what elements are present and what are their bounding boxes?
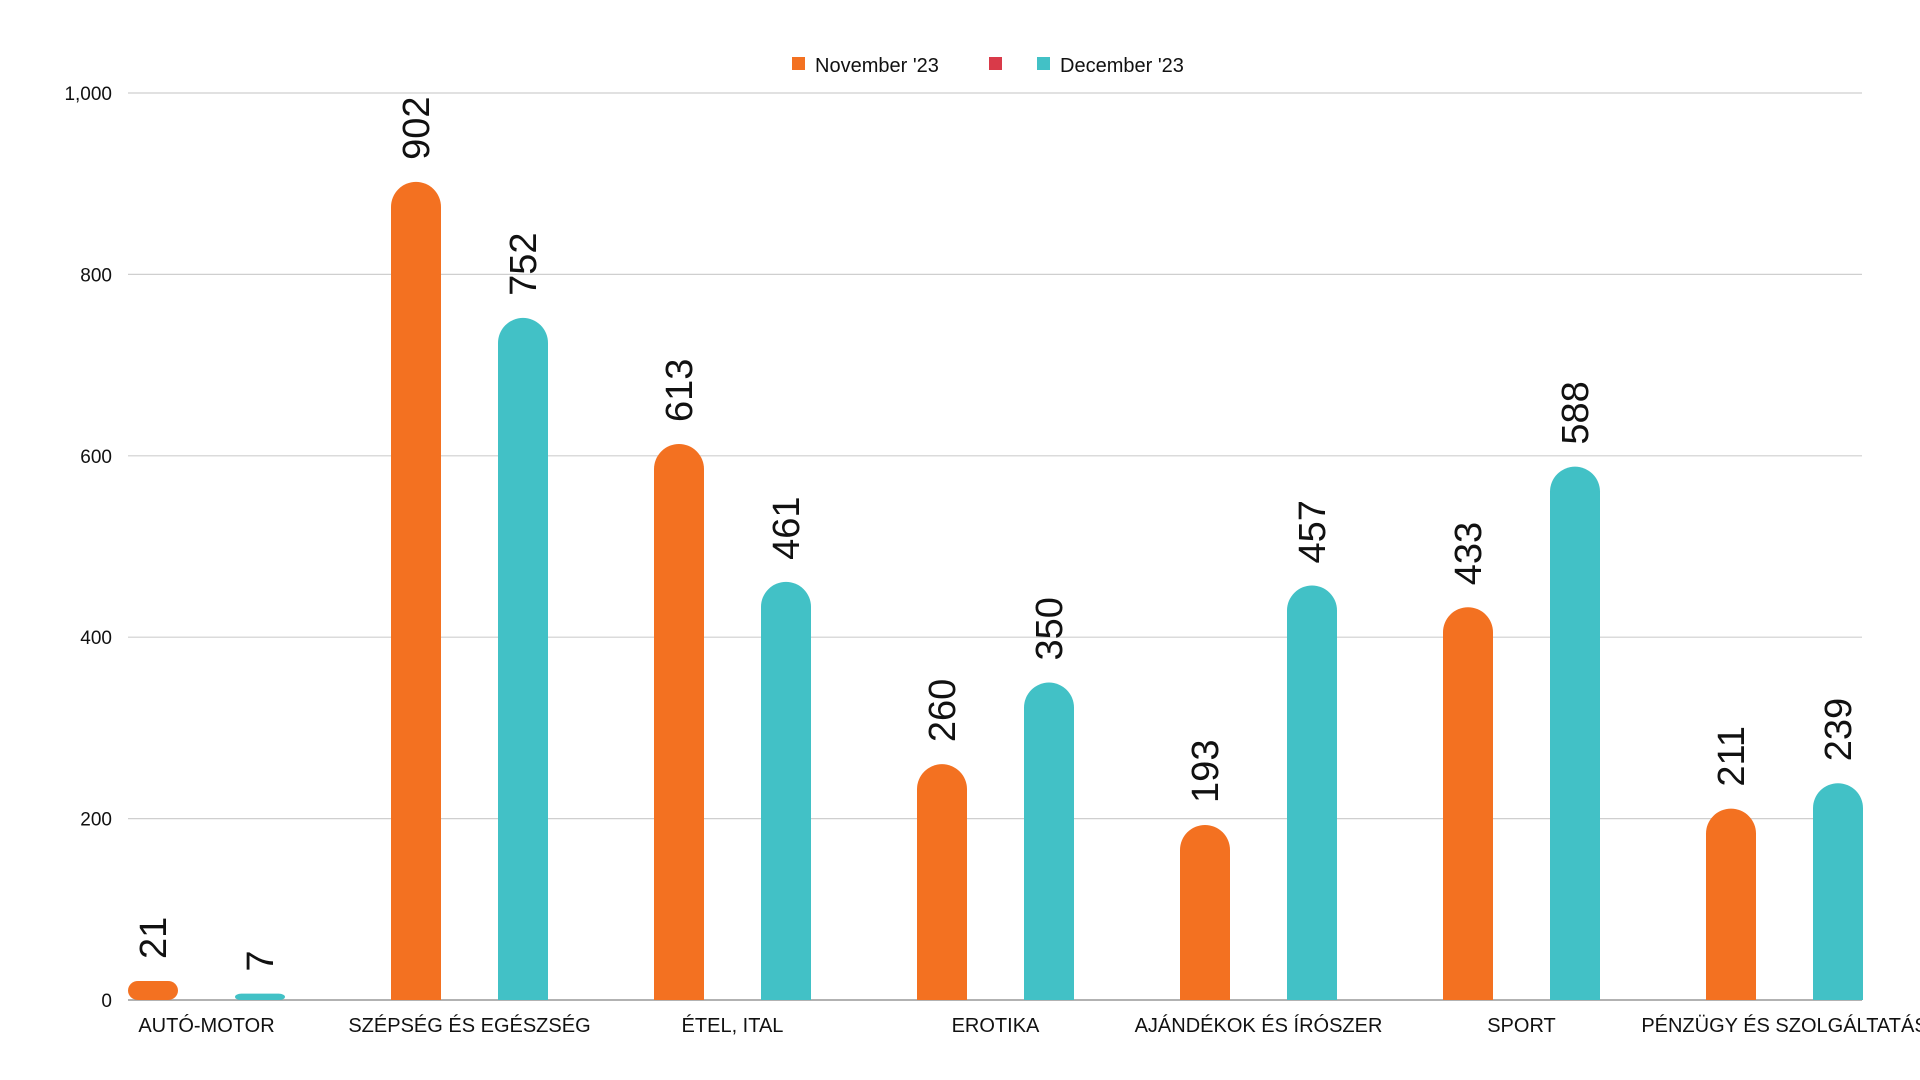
bar [1443,607,1493,1000]
category-labels: AUTÓ-MOTOR SZÉPSÉG ÉS EGÉSZSÉG ÉTEL, ITAL E… [138,1014,1920,1037]
data-label: 902 [396,96,438,159]
bars [128,181,1863,1001]
data-label: 752 [503,233,545,296]
bar [654,444,704,1000]
data-label: 457 [1292,500,1334,563]
legend-swatch [1037,57,1050,70]
x-tick-label: SPORT [1487,1015,1556,1037]
bar [391,181,441,1001]
bar [1180,824,1230,1000]
x-tick-label: ÉTEL, ITAL [682,1014,784,1037]
bar [1706,808,1756,1000]
x-tick-label: EROTIKA [952,1015,1040,1037]
data-label: 211 [1711,726,1753,787]
value-labels: 21 7 902 752 613 461 260 350 193 457 433 588 211 239 [133,96,1860,971]
data-label: 433 [1448,522,1490,585]
bar [498,317,548,1000]
bar [128,980,178,1000]
legend-label: December '23 [1060,55,1184,77]
x-tick-label: SZÉPSÉG ÉS EGÉSZSÉG [348,1014,590,1037]
data-label: 193 [1185,740,1227,803]
y-tick-label: 0 [101,991,112,1012]
y-tick-label: 800 [80,265,112,286]
bar [235,993,285,1000]
bar [1813,783,1863,1000]
bar [1287,585,1337,1000]
legend-swatch [989,57,1002,70]
bar [1024,682,1074,1000]
y-tick-label: 1,000 [64,84,112,105]
y-tick-label: 400 [80,628,112,649]
data-label: 350 [1029,597,1071,660]
data-label: 21 [133,917,175,959]
legend-label: November '23 [815,55,939,77]
x-tick-label: AUTÓ-MOTOR [138,1014,274,1037]
data-label: 613 [659,359,701,422]
x-tick-label: AJÁNDÉKOK ÉS ÍRÓSZER [1135,1014,1383,1037]
data-label: 260 [922,679,964,742]
data-label: 7 [240,951,282,972]
legend-swatch [792,57,805,70]
bar [761,581,811,1000]
legend: November '23 December '23 [792,55,1184,77]
data-label: 461 [766,496,808,559]
data-label: 239 [1818,698,1860,761]
bar [917,764,967,1000]
y-tick-label: 200 [80,810,112,831]
y-tick-label: 600 [80,447,112,468]
x-tick-label: PÉNZÜGY ÉS SZOLGÁLTATÁS [1641,1014,1920,1037]
data-label: 588 [1555,381,1597,444]
bar [1550,466,1600,1000]
